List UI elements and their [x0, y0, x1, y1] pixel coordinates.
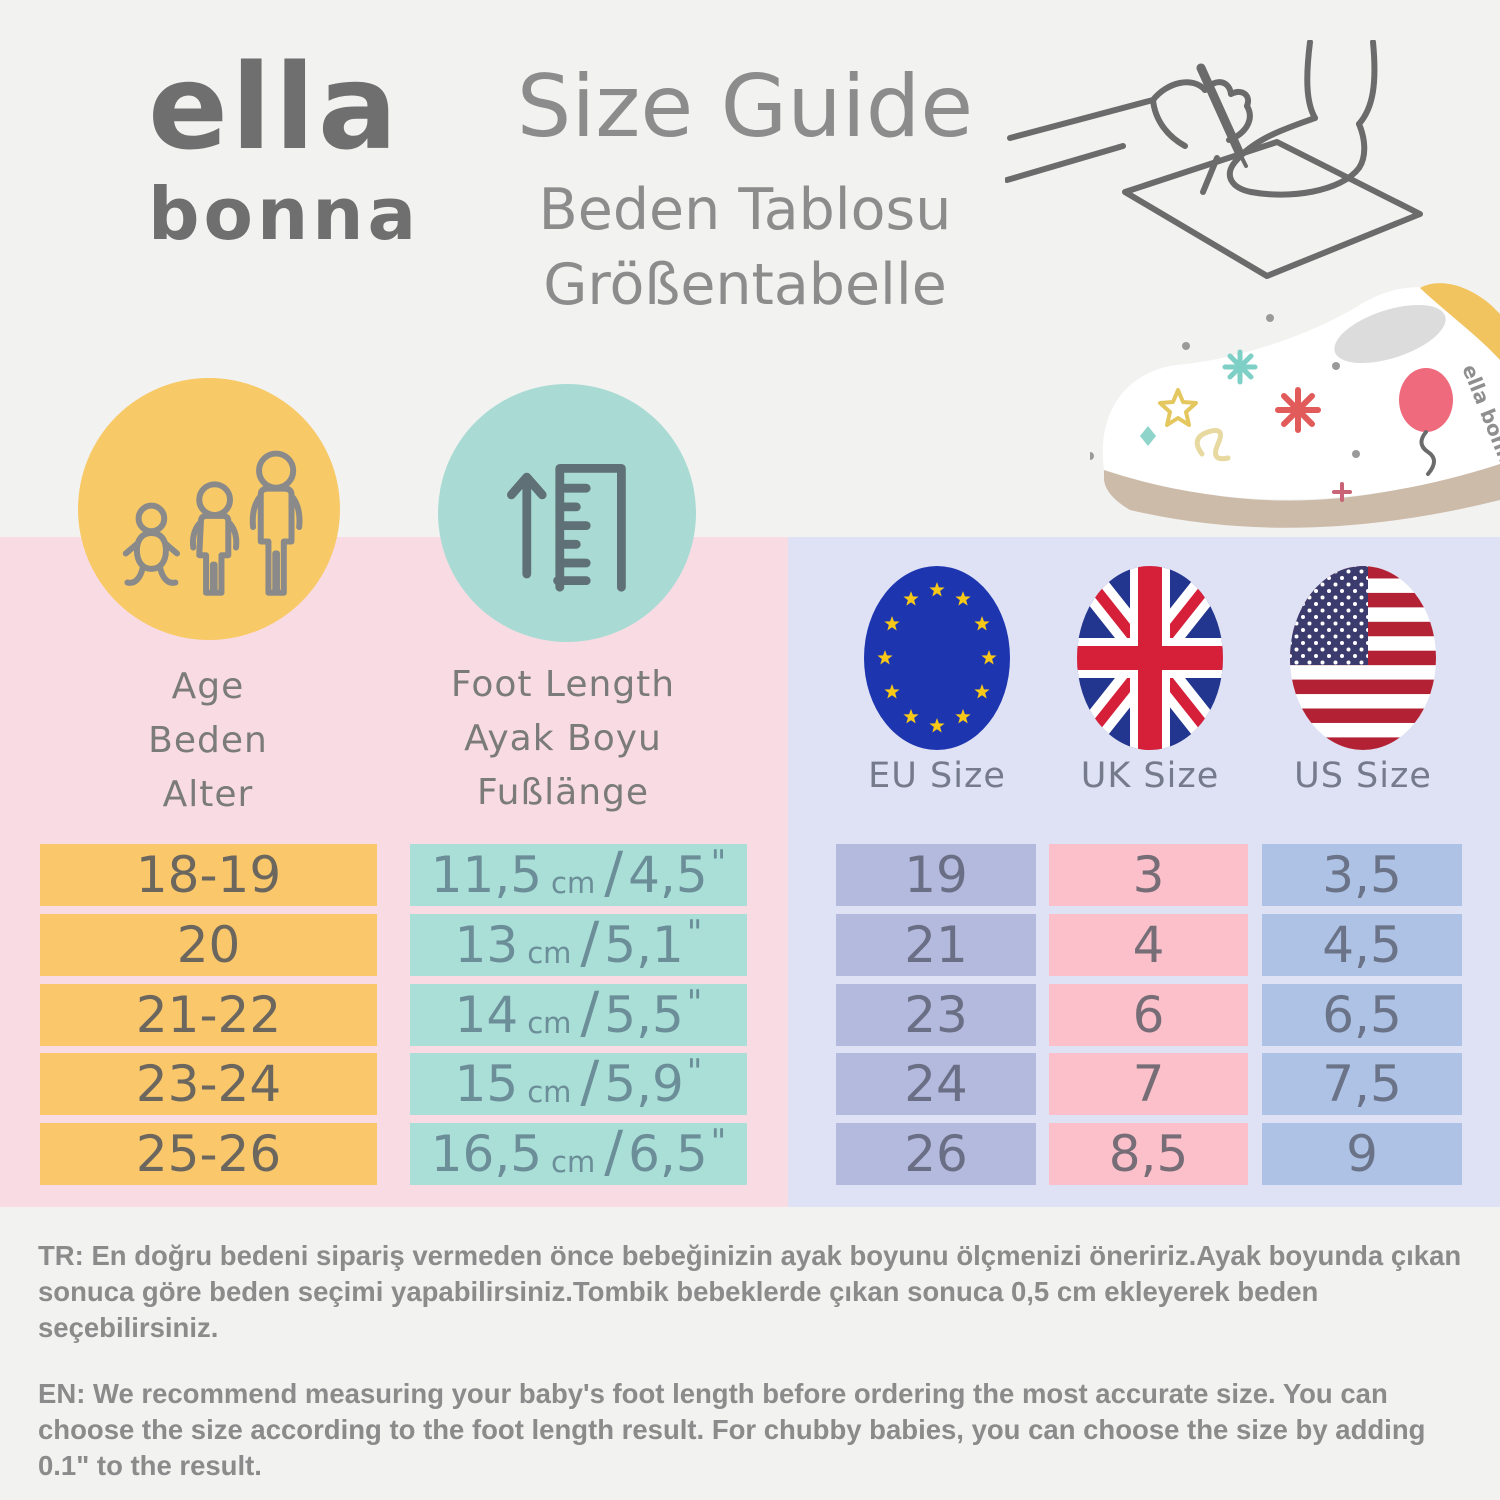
foot-cell-row5: 16,5 cm/6,5 " [410, 1119, 747, 1185]
us-cell-row4: 7,5 [1262, 1053, 1462, 1115]
eu-cell-row1: 19 [836, 844, 1036, 906]
eu-cell-row5: 26 [836, 1123, 1036, 1185]
uk-cell-row4: 7 [1049, 1053, 1248, 1115]
uk-cell-row1: 3 [1049, 844, 1248, 906]
separator: / [604, 1119, 624, 1185]
us-cell-row2: 4,5 [1262, 914, 1462, 976]
age-cell-row5: 25-26 [40, 1123, 377, 1185]
brand-line2: bonna [148, 172, 421, 256]
inch-mark: " [710, 1122, 727, 1162]
age-header-de: Alter [162, 774, 254, 815]
uk-cell-row2: 4 [1049, 914, 1248, 976]
separator: / [580, 980, 600, 1046]
foot-inch-value: 5,5 [604, 986, 684, 1044]
separator: / [580, 910, 600, 976]
inch-mark: " [686, 913, 703, 953]
uk-flag-icon [1077, 566, 1223, 750]
age-cell-row3: 21-22 [40, 984, 377, 1046]
foot-header-tr: Ayak Boyu [464, 718, 662, 759]
baby-shoe-photo: ella bonna [1090, 283, 1500, 528]
us-size-label: US Size [1294, 756, 1432, 796]
age-circle-badge [78, 378, 340, 640]
cm-unit: cm [527, 1006, 572, 1040]
age-cell-row4: 23-24 [40, 1053, 377, 1115]
page-title: Size Guide Beden Tablosu Größentabelle [517, 58, 973, 323]
eu-cell-row4: 24 [836, 1053, 1036, 1115]
foot-cm-value: 16,5 [430, 1125, 543, 1183]
cm-unit: cm [527, 936, 572, 970]
foot-inch-value: 5,1 [604, 916, 684, 974]
foot-cell-row3: 14 cm/5,5 " [410, 980, 747, 1046]
eu-flag-icon [864, 566, 1010, 750]
us-cell-row5: 9 [1262, 1123, 1462, 1185]
foot-inch-value: 4,5 [628, 846, 708, 904]
uk-cell-row5: 8,5 [1049, 1123, 1248, 1185]
foot-cell-row1: 11,5 cm/4,5 " [410, 840, 747, 906]
age-column-header: Age Beden Alter [148, 660, 268, 822]
foot-inch-value: 5,9 [604, 1055, 684, 1113]
foot-tracing-illustration [1005, 40, 1423, 279]
foot-cm-value: 13 [454, 916, 519, 974]
people-growth-icon [122, 450, 302, 596]
note-tr: TR: En doğru bedeni sipariş vermeden önc… [38, 1240, 1462, 1343]
uk-size-label: UK Size [1080, 756, 1220, 796]
cm-unit: cm [527, 1075, 572, 1109]
footer-notes: TR: En doğru bedeni sipariş vermeden önc… [38, 1238, 1462, 1500]
age-header-en: Age [171, 666, 245, 707]
foot-cm-value: 15 [454, 1055, 519, 1113]
foot-column-header: Foot Length Ayak Boyu Fußlänge [451, 658, 675, 820]
foot-cell-row4: 15 cm/5,9 " [410, 1049, 747, 1115]
age-header-tr: Beden [148, 720, 268, 761]
foot-cm-value: 11,5 [430, 846, 543, 904]
eu-cell-row3: 23 [836, 984, 1036, 1046]
foot-header-en: Foot Length [450, 664, 676, 705]
eu-size-label: EU Size [868, 756, 1006, 796]
foot-cm-value: 14 [454, 986, 519, 1044]
uk-cell-row3: 6 [1049, 984, 1248, 1046]
foot-cell-row2: 13 cm/5,1 " [410, 910, 747, 976]
title-tr: Beden Tablosu [538, 176, 952, 243]
age-cell-row1: 18-19 [40, 844, 377, 906]
brand-logo: ella bonna [148, 48, 420, 250]
us-cell-row3: 6,5 [1262, 984, 1462, 1046]
us-cell-row1: 3,5 [1262, 844, 1462, 906]
note-en: EN: We recommend measuring your baby's f… [38, 1378, 1426, 1481]
foot-length-circle-badge [438, 384, 696, 642]
separator: / [604, 840, 624, 906]
cm-unit: cm [551, 866, 596, 900]
inch-mark: " [686, 1052, 703, 1092]
age-cell-row2: 20 [40, 914, 377, 976]
eu-cell-row2: 21 [836, 914, 1036, 976]
us-flag-icon [1290, 566, 1436, 750]
ruler-icon [506, 463, 626, 592]
inch-mark: " [710, 843, 727, 883]
title-en: Size Guide [516, 57, 974, 157]
foot-inch-value: 6,5 [628, 1125, 708, 1183]
foot-header-de: Fußlänge [476, 772, 650, 813]
brand-line1: ella [148, 38, 401, 176]
cm-unit: cm [551, 1145, 596, 1179]
title-de: Größentabelle [543, 252, 947, 319]
inch-mark: " [686, 983, 703, 1023]
separator: / [580, 1049, 600, 1115]
